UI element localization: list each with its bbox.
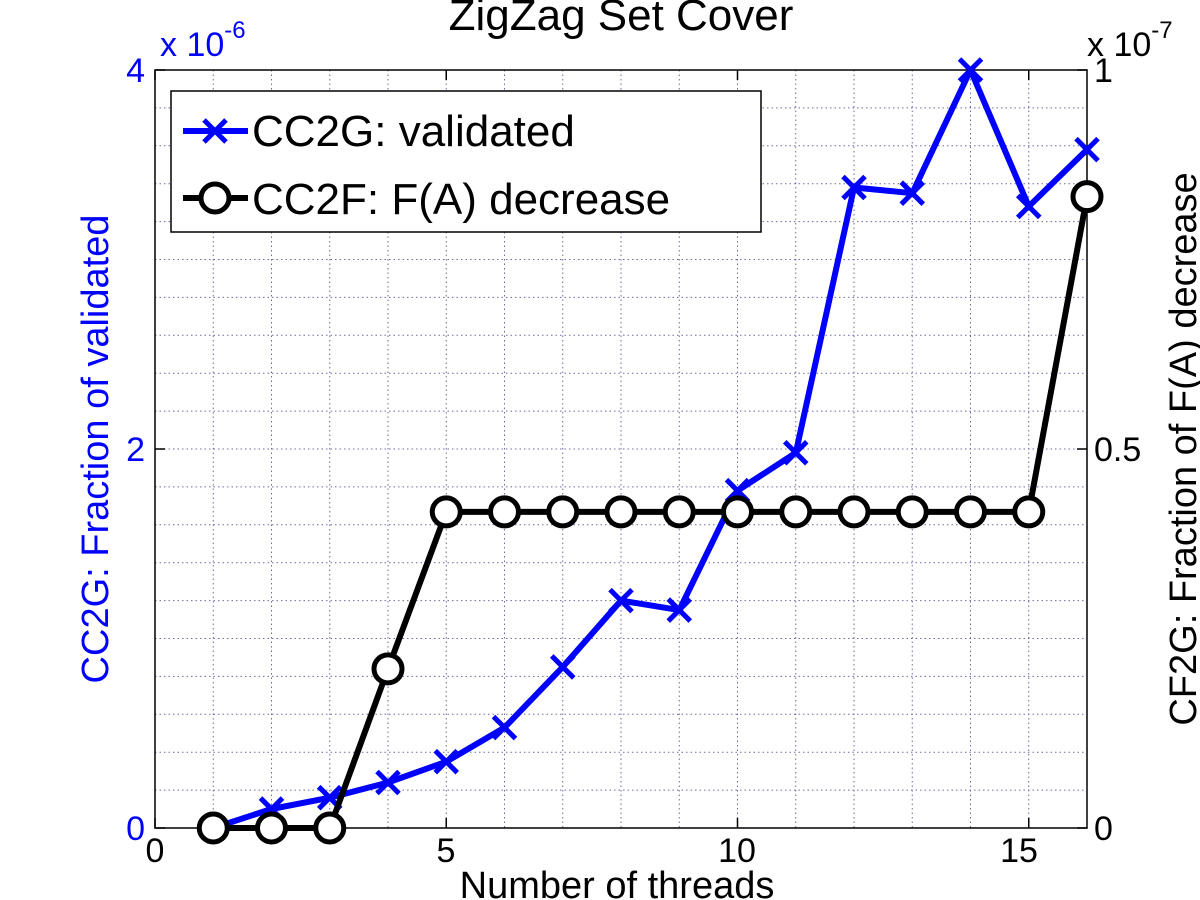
data-point-stroke: [491, 714, 518, 741]
data-point-circle-marker: [837, 495, 871, 529]
data-point-stroke: [841, 174, 867, 201]
left-tick-label: 4: [126, 52, 145, 90]
data-point-circle-marker: [488, 495, 521, 529]
left-axis-exponent-power: -6: [224, 17, 245, 44]
data-point-stroke: [957, 57, 984, 83]
legend-marker-x-icon: [202, 118, 228, 144]
right-tick-label: 0: [1094, 810, 1113, 848]
data-point-stroke: [899, 180, 926, 206]
data-point-stroke: [608, 587, 634, 614]
data-point-stroke: [549, 654, 576, 680]
data-point-x-marker: [608, 587, 634, 614]
right-tick-label: 0.5: [1094, 431, 1141, 469]
data-point-x-marker: [375, 769, 401, 796]
data-point-stroke: [375, 769, 401, 796]
series-line: [213, 196, 1090, 831]
x-tick-labels: 0 5 10 15: [146, 832, 1038, 870]
left-tick-label: 0: [126, 810, 145, 848]
data-point-circle-marker: [779, 495, 813, 529]
series-line: [212, 67, 1090, 831]
right-axis-exponent: x 10-7: [1087, 17, 1173, 64]
data-point-circle-marker: [546, 495, 580, 529]
data-point-x-marker: [899, 180, 926, 206]
x-axis-label: Number of threads: [460, 865, 775, 900]
axis-ticks: [154, 69, 1087, 829]
data-point-circle-marker: [721, 495, 754, 529]
data-point-circle-marker: [429, 495, 463, 529]
data-point-circle-marker: [371, 652, 405, 686]
legend-label-cc2g: CC2G: validated: [252, 107, 575, 156]
data-point-x-marker: [957, 57, 984, 83]
x-tick-label: 5: [437, 832, 456, 870]
left-axis-exponent: x 10-6: [160, 17, 246, 64]
data-point-stroke: [1015, 193, 1042, 220]
data-point-circle-marker: [895, 495, 929, 529]
left-tick-labels: 0 2 4: [126, 52, 145, 848]
data-point-x-marker: [549, 654, 576, 680]
right-axis-exponent-power: -7: [1151, 17, 1172, 44]
left-tick-label: 2: [126, 431, 145, 469]
legend: CC2G: validated CC2F: F(A) decrease: [170, 90, 762, 233]
data-point-stroke: [666, 597, 693, 623]
data-point-x-marker: [666, 597, 693, 623]
right-axis-label: CF2G: Fraction of F(A) decrease: [1163, 172, 1200, 725]
data-point-circle-marker: [1070, 180, 1104, 214]
data-point-x-marker: [491, 714, 518, 741]
right-axis-exponent-base: x 10: [1087, 26, 1151, 64]
data-point-circle-marker: [954, 495, 987, 529]
data-point-stroke: [1074, 136, 1100, 163]
data-point-stroke: [433, 748, 460, 775]
left-axis-exponent-base: x 10: [160, 26, 224, 64]
x-tick-label: 0: [146, 832, 165, 870]
legend-label-cc2f: CC2F: F(A) decrease: [252, 175, 670, 224]
legend-box: [170, 90, 762, 233]
data-point-x-marker: [841, 174, 867, 201]
right-tick-labels: 0 0.5 1: [1094, 52, 1141, 848]
data-point-circle-marker: [313, 811, 347, 845]
data-point-stroke: [782, 440, 809, 466]
right-tick-label: 1: [1094, 52, 1113, 90]
series-cc2g-validated: [200, 57, 1100, 841]
data-point-x-marker: [1074, 136, 1100, 163]
data-point-circle-marker: [662, 495, 696, 529]
data-point-circle-marker: [604, 495, 638, 529]
series-layer: [196, 57, 1104, 845]
data-point-circle-marker: [196, 811, 230, 845]
data-point-circle-marker: [255, 811, 288, 845]
data-point-x-marker: [1015, 193, 1042, 220]
data-point-x-marker: [782, 440, 809, 466]
chart-title: ZigZag Set Cover: [449, 0, 794, 40]
data-point-stroke: [316, 784, 343, 811]
x-tick-label: 10: [718, 832, 756, 870]
legend-marker-circle-icon: [198, 181, 232, 215]
data-point-x-marker: [433, 748, 460, 775]
data-point-circle-marker: [1012, 495, 1046, 529]
x-tick-label: 15: [1000, 832, 1038, 870]
series-cc2f-fa-decrease: [196, 180, 1104, 845]
left-axis-label: CC2G: Fraction of validated: [75, 215, 117, 684]
